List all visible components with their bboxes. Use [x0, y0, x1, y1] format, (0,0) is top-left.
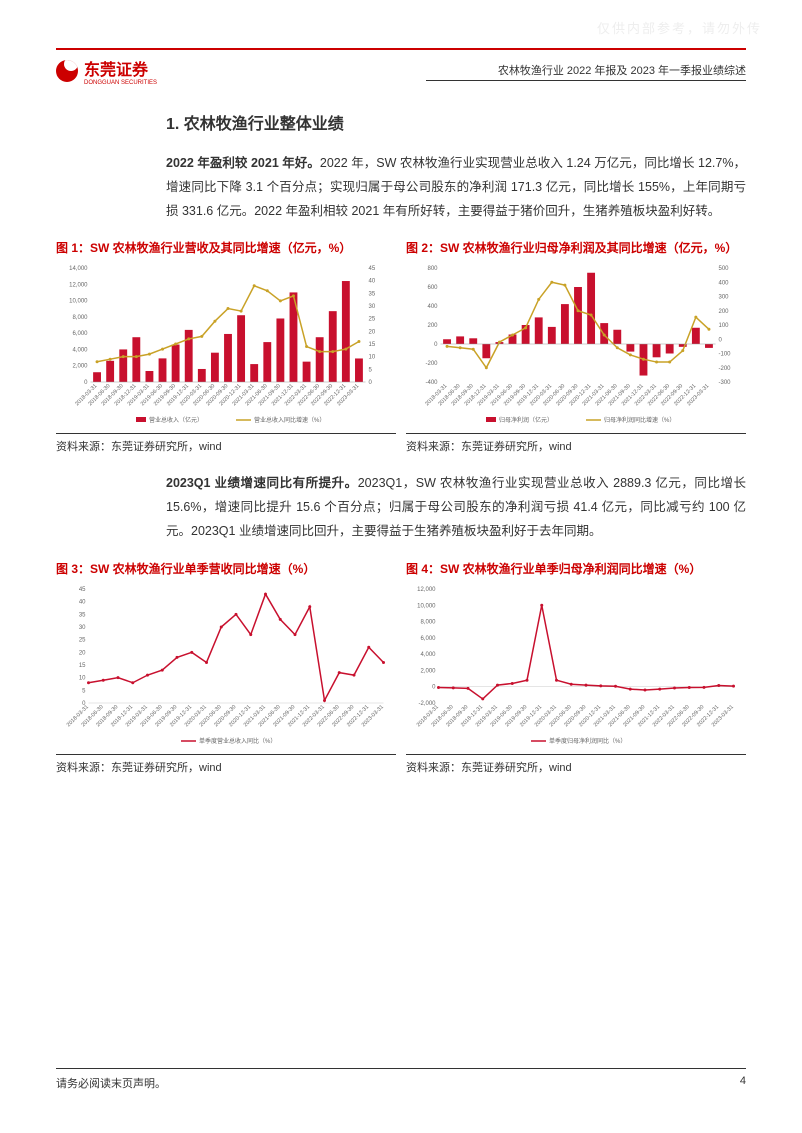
svg-text:6,000: 6,000	[420, 635, 436, 641]
svg-text:35: 35	[79, 612, 86, 618]
chart2-title: 图 2：SW 农林牧渔行业归母净利润及其同比增速（亿元，%）	[406, 239, 746, 256]
chart4-source: 资料来源：东莞证券研究所，wind	[406, 759, 746, 775]
divider	[56, 433, 396, 434]
svg-text:12,000: 12,000	[417, 587, 436, 593]
chart1-source: 资料来源：东莞证券研究所，wind	[56, 438, 396, 454]
chart3-title: 图 3：SW 农林牧渔行业单季营收同比增速（%）	[56, 560, 396, 577]
chart2: -400 -200 0 200 400 600 800 -300 -200 -100 0 100 200…	[406, 260, 746, 430]
svg-text:-200: -200	[719, 366, 732, 372]
svg-text:8,000: 8,000	[72, 315, 88, 321]
svg-text:200: 200	[719, 309, 730, 315]
svg-text:营业总收入同比增速（%）: 营业总收入同比增速（%）	[254, 416, 325, 424]
svg-text:45: 45	[79, 587, 86, 593]
svg-text:40: 40	[79, 599, 86, 605]
svg-text:6,000: 6,000	[72, 331, 88, 337]
para2-lead: 2023Q1 业绩增速同比有所提升。	[166, 476, 358, 490]
paragraph-1: 2022 年盈利较 2021 年好。2022 年，SW 农林牧渔行业实现营业总收…	[166, 152, 746, 223]
svg-text:0: 0	[432, 684, 436, 690]
svg-text:2,000: 2,000	[420, 668, 436, 674]
svg-text:10: 10	[79, 675, 86, 681]
svg-text:营业总收入（亿元）: 营业总收入（亿元）	[149, 416, 203, 424]
chart3: 0510152025303540452018-03-312018-06-3020…	[56, 581, 396, 751]
divider	[406, 433, 746, 434]
svg-text:15: 15	[79, 663, 86, 669]
chart1: 0 2,000 4,000 6,000 8,000 10,000 12,000 14,000 0…	[56, 260, 396, 430]
chart3-source: 资料来源：东莞证券研究所，wind	[56, 759, 396, 775]
svg-text:200: 200	[427, 323, 438, 329]
svg-text:35: 35	[369, 292, 376, 298]
svg-text:单季度营业总收入同比（%）: 单季度营业总收入同比（%）	[199, 737, 276, 745]
header-subtitle: 农林牧渔行业 2022 年报及 2023 年一季报业绩综述	[498, 62, 746, 78]
logo-icon	[56, 60, 78, 82]
svg-text:-100: -100	[719, 352, 732, 358]
charts-row-2: 图 3：SW 农林牧渔行业单季营收同比增速（%） 0 5 10 15 20 25 30 35 4…	[56, 560, 746, 789]
svg-text:30: 30	[79, 625, 86, 631]
section-title: 1. 农林牧渔行业整体业绩	[166, 110, 746, 134]
svg-text:8,000: 8,000	[420, 619, 436, 625]
divider	[56, 754, 396, 755]
logo-area: 东莞证券 DONGGUAN SECURITIES	[56, 56, 157, 86]
svg-text:20: 20	[79, 650, 86, 656]
svg-text:0: 0	[369, 380, 373, 386]
svg-text:10: 10	[369, 355, 376, 361]
svg-text:5: 5	[82, 688, 86, 694]
svg-text:800: 800	[427, 266, 438, 272]
svg-text:-300: -300	[719, 380, 732, 386]
svg-text:500: 500	[719, 266, 730, 272]
header-underline	[426, 80, 746, 81]
charts-row-1: 图 1：SW 农林牧渔行业营收及其同比增速（亿元，%） 0 2,000 4,000 6…	[56, 239, 746, 468]
svg-text:600: 600	[427, 285, 438, 291]
company-name: 东莞证券	[84, 56, 157, 80]
svg-text:0: 0	[434, 342, 438, 348]
svg-text:40: 40	[369, 279, 376, 285]
svg-text:归母净利润同比增速（%）: 归母净利润同比增速（%）	[604, 416, 675, 424]
footer: 请务必阅读末页声明。 4	[56, 1068, 746, 1091]
svg-text:15: 15	[369, 342, 376, 348]
svg-text:20: 20	[369, 330, 376, 336]
divider	[406, 754, 746, 755]
footer-disclaimer: 请务必阅读末页声明。	[56, 1075, 166, 1091]
svg-text:25: 25	[79, 637, 86, 643]
svg-text:4,000: 4,000	[72, 348, 88, 354]
svg-text:14,000: 14,000	[69, 266, 88, 272]
svg-text:25: 25	[369, 317, 376, 323]
svg-text:400: 400	[427, 304, 438, 310]
svg-text:0: 0	[84, 380, 88, 386]
svg-text:12,000: 12,000	[69, 283, 88, 289]
svg-text:归母净利润（亿元）: 归母净利润（亿元）	[499, 416, 553, 424]
svg-text:45: 45	[369, 266, 376, 272]
svg-text:-200: -200	[425, 361, 438, 367]
svg-text:300: 300	[719, 295, 730, 301]
paragraph-2: 2023Q1 业绩增速同比有所提升。2023Q1，SW 农林牧渔行业实现营业总收…	[166, 472, 746, 543]
svg-text:-400: -400	[425, 380, 438, 386]
top-red-line	[56, 48, 746, 50]
watermark: 仅供内部参考，请勿外传	[597, 18, 762, 37]
svg-text:10,000: 10,000	[417, 603, 436, 609]
chart4: -2,00002,0004,0006,0008,00010,00012,0002…	[406, 581, 746, 751]
chart2-source: 资料来源：东莞证券研究所，wind	[406, 438, 746, 454]
svg-text:0: 0	[719, 338, 723, 344]
svg-text:单季度归母净利润同比（%）: 单季度归母净利润同比（%）	[549, 737, 626, 745]
chart4-title: 图 4：SW 农林牧渔行业单季归母净利润同比增速（%）	[406, 560, 746, 577]
svg-text:30: 30	[369, 304, 376, 310]
svg-text:10,000: 10,000	[69, 299, 88, 305]
svg-text:5: 5	[369, 368, 373, 374]
page-number: 4	[740, 1075, 746, 1091]
chart1-title: 图 1：SW 农林牧渔行业营收及其同比增速（亿元，%）	[56, 239, 396, 256]
svg-text:4,000: 4,000	[420, 652, 436, 658]
para1-lead: 2022 年盈利较 2021 年好。	[166, 156, 320, 170]
svg-text:2,000: 2,000	[72, 364, 88, 370]
svg-text:100: 100	[719, 323, 730, 329]
svg-text:400: 400	[719, 281, 730, 287]
company-sub: DONGGUAN SECURITIES	[84, 80, 157, 86]
